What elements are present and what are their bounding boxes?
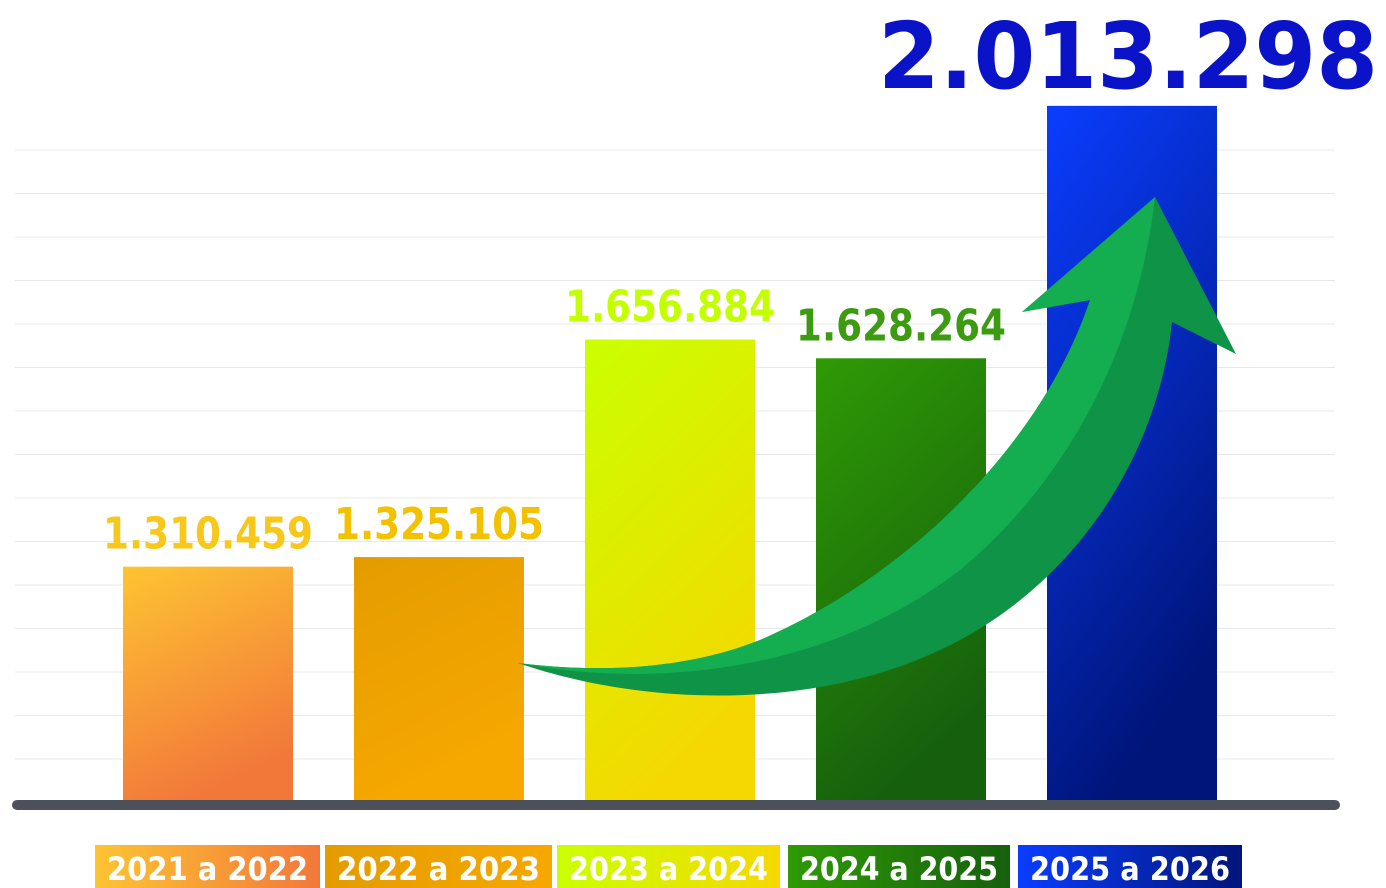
category-label: 2021 a 2022 [107, 850, 308, 888]
bars [123, 105, 1217, 803]
bar [585, 339, 755, 803]
category-box [557, 845, 780, 888]
value-label: 1.656.884 [565, 282, 775, 333]
value-label: 1.325.105 [334, 499, 544, 550]
category-label: 2025 a 2026 [1030, 850, 1230, 888]
bar [123, 566, 293, 803]
growth-arrow [518, 197, 1236, 696]
value-label: 1.310.459 [103, 509, 313, 560]
category-box [325, 845, 552, 888]
labels: 1.310.459 2021 a 2022 1.325.105 2022 a 2023… [95, 3, 1378, 888]
category-label: 2024 a 2025 [800, 850, 998, 888]
value-label: 1.628.264 [796, 300, 1006, 351]
category-box [95, 845, 320, 888]
category-label: 2022 a 2023 [337, 850, 540, 888]
value-label: 2.013.298 [878, 3, 1378, 110]
bar [354, 557, 524, 803]
category-box [1018, 845, 1242, 888]
arrow-highlight [518, 197, 1155, 674]
category-box [788, 845, 1010, 888]
baseline [12, 800, 1340, 810]
category-label: 2023 a 2024 [569, 850, 768, 888]
